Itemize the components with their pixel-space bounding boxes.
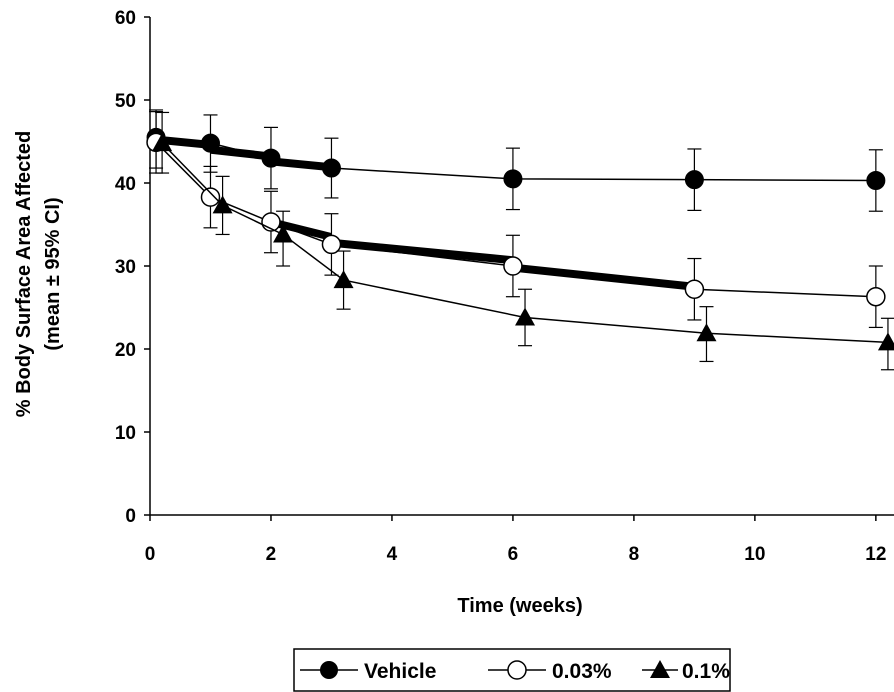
significance-bar (270, 218, 332, 241)
x-tick-label: 0 (145, 544, 156, 565)
x-tick-label: 6 (508, 544, 519, 565)
y-axis-title-line2: (mean ± 95% CI) (42, 197, 64, 350)
series-vehicle (146, 109, 886, 212)
y-tick-label: 40 (115, 174, 136, 195)
significance-bar (331, 238, 513, 265)
x-axis-title: Time (weeks) (457, 595, 582, 617)
data-point (273, 224, 294, 243)
x-tick-labels: 0 2 4 6 8 10 12 (145, 544, 887, 565)
y-tick-label: 10 (115, 423, 136, 444)
data-point (321, 234, 342, 255)
y-tick-labels: 0 10 20 30 40 50 60 (115, 8, 136, 527)
legend-label: Vehicle (364, 660, 436, 683)
series-0-1- (152, 111, 894, 371)
y-tick-label: 0 (125, 506, 136, 527)
data-point (503, 256, 523, 276)
y-tick-label: 30 (115, 257, 136, 278)
data-point (684, 279, 705, 299)
legend-label: 0.03% (552, 660, 612, 683)
data-point (152, 133, 173, 152)
x-tick-label: 8 (629, 544, 640, 565)
legend-marker (650, 660, 670, 678)
x-tick-label: 10 (744, 544, 765, 565)
legend: Vehicle 0.03% 0.1% (293, 648, 731, 692)
data-point (200, 133, 220, 153)
y-tick-label: 60 (115, 8, 136, 29)
legend-marker (320, 661, 338, 679)
data-point (321, 158, 341, 178)
x-tick-label: 4 (387, 544, 398, 565)
data-point (684, 170, 704, 190)
y-tick-label: 50 (115, 91, 136, 112)
x-tick-label: 2 (266, 544, 277, 565)
data-point (877, 332, 894, 351)
data-point (200, 187, 221, 207)
data-point (333, 270, 354, 289)
data-point (866, 171, 886, 191)
significance-bar (210, 145, 271, 161)
y-tick-label: 20 (115, 340, 136, 361)
legend-label: 0.1% (682, 660, 730, 683)
data-point (866, 286, 886, 307)
legend-marker (507, 660, 527, 680)
series-0-03- (146, 111, 886, 329)
axes (144, 16, 894, 521)
data-point (503, 169, 523, 189)
series-layer (146, 109, 894, 371)
data-point (212, 195, 233, 214)
data-point (261, 148, 281, 168)
data-point (515, 307, 536, 326)
data-point (696, 323, 717, 342)
x-tick-label: 12 (865, 544, 886, 565)
y-axis-title-line1: % Body Surface Area Affected (13, 131, 35, 417)
y-axis-title: % Body Surface Area Affected (mean ± 95%… (13, 131, 64, 417)
